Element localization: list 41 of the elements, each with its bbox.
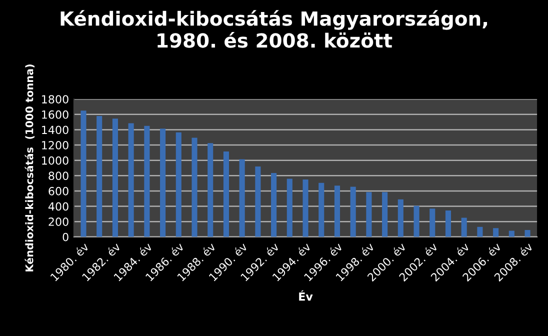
bar bbox=[271, 172, 277, 237]
bar bbox=[80, 110, 86, 237]
bar bbox=[144, 126, 150, 237]
bar bbox=[430, 208, 436, 237]
bar bbox=[350, 186, 356, 237]
bar bbox=[461, 218, 467, 237]
bar bbox=[398, 199, 404, 237]
y-axis-title: Kéndioxid-kibocsátás (1000 tonna) bbox=[24, 64, 34, 272]
bar bbox=[382, 192, 388, 237]
bar bbox=[192, 138, 198, 237]
y-tick-label: 1000 bbox=[42, 156, 68, 165]
bar bbox=[223, 152, 229, 237]
bar bbox=[239, 159, 245, 237]
y-tick-label: 1400 bbox=[42, 126, 68, 134]
y-tick-label: 400 bbox=[48, 202, 68, 211]
bar bbox=[524, 230, 530, 237]
x-axis-title: Év bbox=[299, 290, 313, 301]
bar bbox=[96, 116, 102, 237]
bar bbox=[334, 186, 340, 237]
bar bbox=[112, 118, 118, 237]
y-tick-label: 0 bbox=[62, 232, 68, 242]
bar bbox=[176, 132, 182, 237]
bar bbox=[445, 210, 452, 237]
bar bbox=[160, 128, 166, 237]
bar bbox=[493, 228, 499, 237]
y-tick-label: 1600 bbox=[42, 110, 68, 119]
y-tick-label: 200 bbox=[48, 218, 68, 226]
bar bbox=[477, 226, 483, 237]
bar bbox=[414, 206, 420, 237]
bar bbox=[318, 182, 324, 237]
bar bbox=[255, 166, 261, 237]
bar bbox=[208, 143, 214, 237]
y-tick-label: 1800 bbox=[42, 95, 68, 104]
y-tick-label: 1200 bbox=[42, 141, 68, 150]
y-tick-label: 800 bbox=[48, 172, 68, 180]
bar bbox=[366, 192, 372, 237]
y-tick-label: 600 bbox=[48, 186, 68, 196]
bar bbox=[128, 123, 134, 237]
bar bbox=[286, 178, 292, 237]
bar bbox=[302, 179, 308, 237]
chart-title: Kéndioxid-kibocsátás Magyarországon, 1980. és 2008. között bbox=[60, 10, 488, 48]
